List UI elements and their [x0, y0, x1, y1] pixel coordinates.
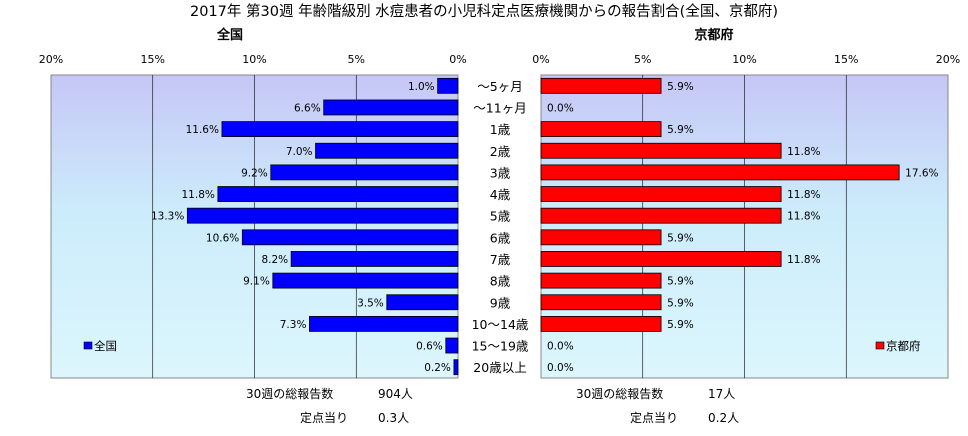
data-label-national: 0.6% [416, 341, 443, 353]
category-label: 10～14歳 [472, 317, 529, 332]
national-total-value: 904人 [378, 387, 413, 401]
bar-national [217, 186, 459, 202]
x-tick-label-kyoto: 5% [634, 53, 651, 66]
data-label-kyoto: 0.0% [547, 102, 574, 114]
data-label-national: 10.6% [206, 232, 239, 244]
x-tick-label-kyoto: 15% [834, 53, 858, 66]
chart-title: 2017年 第30週 年齢階級別 水痘患者の小児科定点医療機関からの報告割合(全… [190, 2, 778, 20]
kyoto-total-value: 17人 [708, 387, 735, 401]
data-label-kyoto: 5.9% [667, 297, 694, 309]
legend-label-national: 全国 [94, 339, 117, 353]
category-label: 15～19歳 [472, 339, 529, 354]
category-label: 4歳 [490, 187, 511, 202]
data-label-national: 9.1% [243, 276, 270, 288]
bar-kyoto [540, 207, 782, 224]
data-label-kyoto: 5.9% [667, 276, 694, 288]
bar-kyoto [540, 294, 662, 311]
national-total-label: 30週の総報告数 [246, 386, 333, 401]
bar-kyoto [540, 121, 662, 138]
data-label-kyoto: 11.8% [787, 211, 820, 223]
x-tick-label-national: 20% [39, 53, 63, 66]
data-label-kyoto: 11.8% [787, 146, 820, 158]
category-label: 8歳 [490, 274, 511, 289]
bar-national [290, 251, 459, 267]
bar-national [221, 121, 459, 138]
data-label-national: 8.2% [261, 254, 288, 266]
bar-national [323, 99, 459, 116]
category-label: 2歳 [490, 144, 511, 159]
data-label-national: 11.8% [182, 189, 215, 201]
data-label-national: 1.0% [408, 81, 435, 93]
data-label-kyoto: 5.9% [667, 319, 694, 331]
category-label: 20歳以上 [473, 360, 526, 375]
legend-swatch-kyoto [875, 341, 885, 350]
right-panel-title: 京都府 [694, 27, 733, 43]
category-label: 9歳 [490, 295, 511, 310]
x-axis-ticks: 0% 0% 5% 5% 10% 10% 15% 15% 20% 20% [39, 53, 960, 66]
bar-kyoto [540, 77, 662, 94]
data-label-kyoto: 11.8% [787, 254, 820, 266]
legend-swatch-national [83, 341, 93, 350]
category-label: 6歳 [490, 230, 511, 245]
data-label-kyoto: 17.6% [905, 167, 938, 179]
data-label-national: 3.5% [357, 297, 384, 309]
x-tick-label-national: 0% [449, 53, 466, 66]
category-label: 5歳 [490, 209, 511, 224]
bar-national [386, 294, 459, 311]
data-label-national: 7.0% [286, 146, 313, 158]
data-label-national: 13.3% [151, 211, 184, 223]
bars: 1.0% 5.9% 6.6% 0.0% 11.6% 5.9% 7.0% 11.8% 9.2% 17… [151, 77, 939, 376]
bar-national [270, 164, 459, 181]
category-labels: ～5ヶ月 ～11ヶ月 1歳 2歳 3歳 4歳 5歳 6歳 7歳 8歳 9歳 10～14歳 15～19歳 2… [472, 79, 529, 375]
data-label-national: 0.2% [424, 362, 451, 374]
kyoto-per-value: 0.2人 [708, 411, 739, 425]
bar-national [186, 207, 459, 224]
category-label: ～5ヶ月 [477, 79, 522, 94]
bar-national [453, 359, 459, 376]
data-label-national: 7.3% [280, 319, 307, 331]
bar-kyoto [540, 164, 900, 181]
bar-kyoto [540, 186, 782, 202]
data-label-national: 11.6% [186, 124, 219, 136]
data-label-national: 6.6% [294, 102, 321, 114]
bar-national [315, 142, 459, 159]
category-label: 1歳 [490, 122, 511, 137]
data-label-kyoto: 11.8% [787, 189, 820, 201]
category-label: ～11ヶ月 [473, 100, 526, 115]
bar-kyoto [540, 272, 662, 289]
national-per-label: 定点当り [300, 410, 348, 425]
left-panel-title: 全国 [216, 27, 243, 43]
data-label-kyoto: 5.9% [667, 232, 694, 244]
x-tick-label-kyoto: 10% [732, 53, 756, 66]
data-label-kyoto: 0.0% [547, 362, 574, 374]
bar-kyoto [540, 142, 782, 159]
kyoto-per-label: 定点当り [630, 410, 678, 425]
data-label-kyoto: 5.9% [667, 124, 694, 136]
data-label-kyoto: 0.0% [547, 341, 574, 353]
data-label-national: 9.2% [241, 167, 268, 179]
bar-national [241, 229, 459, 246]
national-per-value: 0.3人 [378, 411, 409, 425]
data-label-kyoto: 5.9% [667, 81, 694, 93]
bar-national [437, 77, 459, 94]
bar-national [445, 337, 459, 354]
category-label: 3歳 [490, 165, 511, 180]
legend-label-kyoto: 京都府 [886, 339, 921, 353]
bar-kyoto [540, 251, 782, 267]
bar-national [272, 272, 459, 289]
kyoto-total-label: 30週の総報告数 [576, 386, 663, 401]
bar-kyoto [540, 229, 662, 246]
x-tick-label-national: 15% [141, 53, 165, 66]
x-tick-label-national: 10% [242, 53, 266, 66]
x-tick-label-kyoto: 0% [532, 53, 549, 66]
bar-kyoto [540, 315, 662, 332]
x-tick-label-kyoto: 20% [936, 53, 960, 66]
x-tick-label-national: 5% [348, 53, 365, 66]
bar-national [309, 315, 459, 332]
category-label: 7歳 [490, 252, 511, 267]
